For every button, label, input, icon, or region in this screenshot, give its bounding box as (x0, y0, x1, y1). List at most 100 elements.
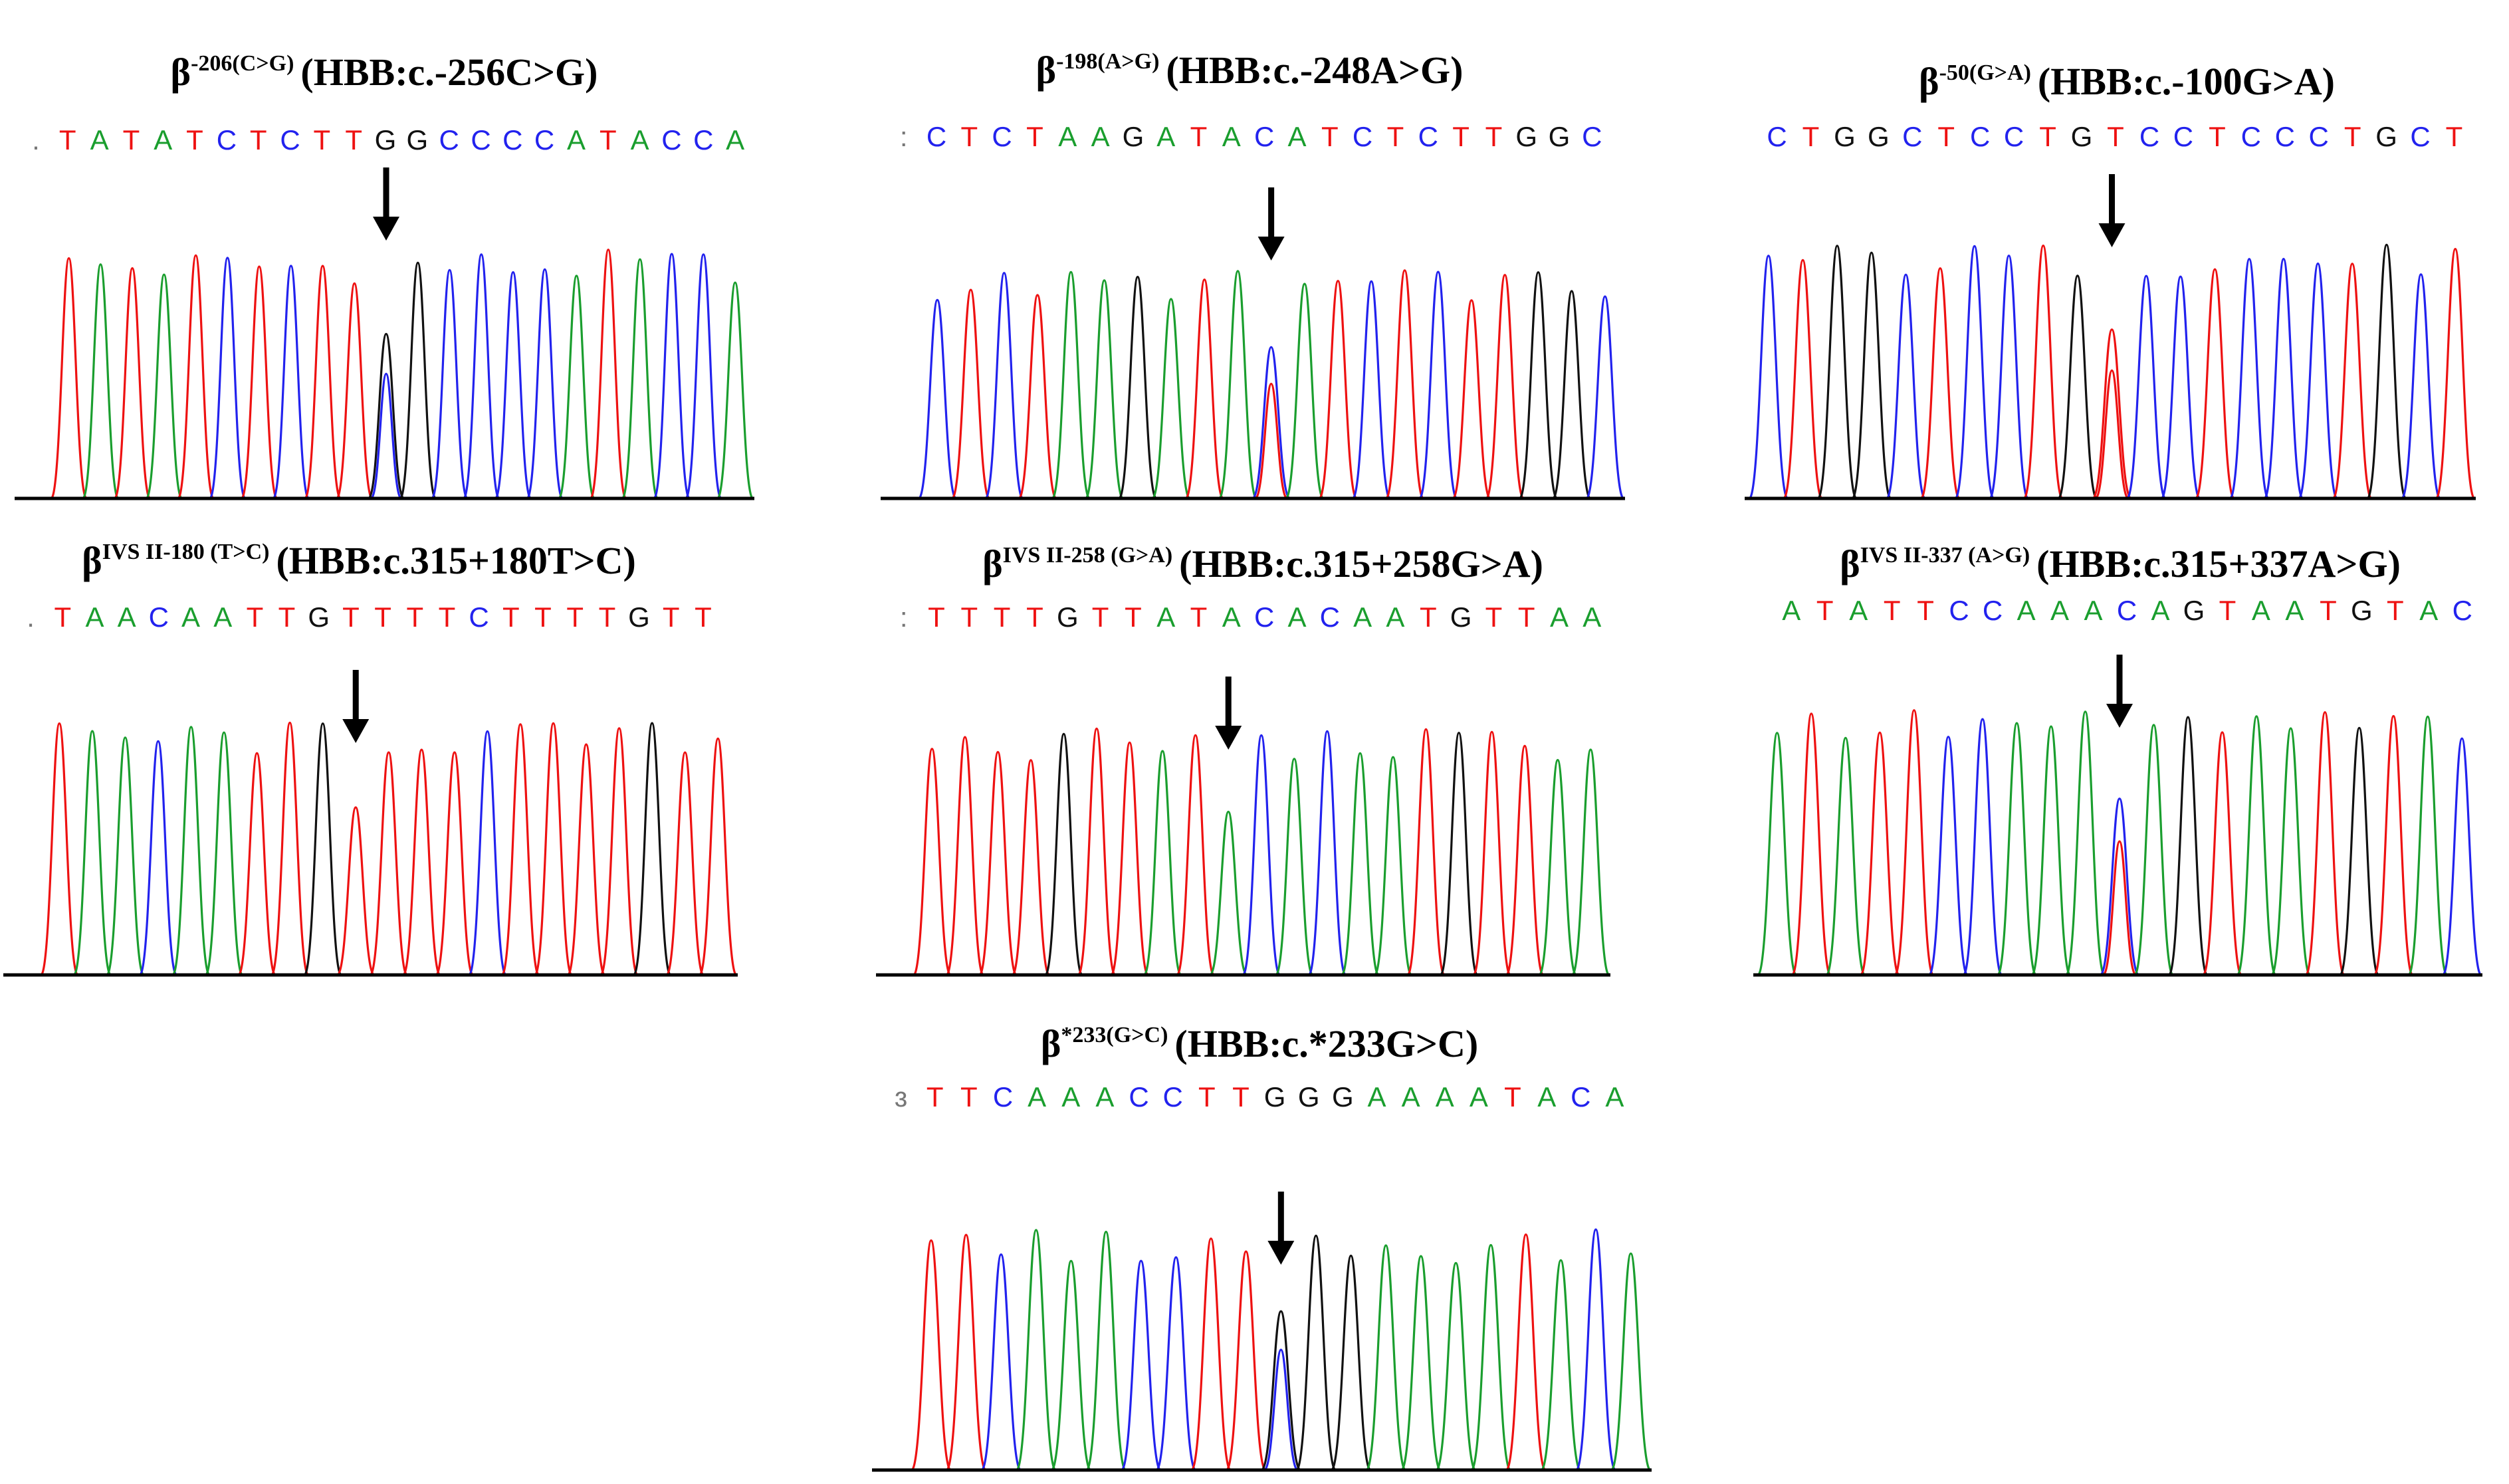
base-call: C (927, 121, 946, 152)
base-call: T (247, 601, 264, 633)
trace-peak (917, 298, 958, 500)
trace-peak (209, 257, 247, 500)
base-call: T (2219, 595, 2236, 626)
base-call: A (90, 124, 109, 156)
trace-peak (665, 751, 705, 976)
heterozygous-secondary-peak (2094, 369, 2129, 500)
trace-peak (2229, 258, 2270, 500)
base-call: T (1026, 601, 1043, 633)
base-call: A (1386, 601, 1404, 633)
trace-peak (304, 265, 342, 500)
base-call: T (960, 121, 978, 152)
base-call: C (1983, 595, 2003, 626)
trace-peaks (917, 269, 1625, 500)
chromatogram-panel: β*233(G>C) (HBB:c.*233G>C)ɜ T T C A A A C C T T G G G A… (872, 1022, 1652, 1472)
base-call: C (2241, 121, 2261, 152)
trace-peak (1295, 1234, 1337, 1471)
trace-peak (2263, 258, 2304, 500)
trace-peak (431, 268, 469, 500)
trace-peak (204, 731, 244, 976)
chromatogram-panel: β-198(A>G) (HBB:c.-248A>G): C T C T A A G A T A C A T C… (881, 49, 1625, 500)
base-call: A (567, 124, 586, 156)
trace-peak (1077, 727, 1117, 976)
trace-peak (984, 272, 1024, 500)
trace-peak (2126, 274, 2167, 500)
base-call: A (1156, 121, 1175, 152)
trace-peak (1225, 1250, 1267, 1471)
trace-peak (1748, 255, 1789, 500)
base-call: T (1937, 121, 1955, 152)
trace-peak (369, 751, 409, 976)
beta-symbol: β (1036, 49, 1057, 92)
base-call: T (1125, 601, 1142, 633)
base-call: T (186, 124, 203, 156)
trace-peak (1050, 1259, 1092, 1471)
trace-peak (468, 730, 507, 976)
base-call: G (1549, 121, 1571, 152)
trace-peak (1184, 278, 1224, 500)
base-call: A (1095, 1081, 1114, 1113)
trace-peak (1120, 1259, 1162, 1471)
hgvs-notation: (HBB:c.-100G>A) (2038, 60, 2335, 103)
trace-peak (138, 740, 178, 976)
base-call: C (502, 124, 522, 156)
base-call: A (1222, 601, 1241, 633)
base-call: G (375, 124, 397, 156)
beta-symbol: β (171, 51, 191, 94)
trace-peak (1400, 1255, 1442, 1471)
trace-peak (2441, 737, 2482, 976)
beta-symbol: β (82, 539, 102, 582)
base-call: C (1949, 595, 1969, 626)
base-call: C (2004, 121, 2024, 152)
base-call: C (1418, 121, 1438, 152)
base-call: G (2071, 121, 2093, 152)
trace-peak (1518, 271, 1559, 500)
trace-peak (558, 274, 596, 500)
base-call: T (960, 1081, 978, 1113)
trace-peak (303, 722, 342, 976)
trace-peak (1018, 294, 1057, 500)
trace-peak (950, 288, 991, 500)
base-call: C (149, 601, 169, 633)
mutation-peak (2099, 797, 2140, 976)
base-call: A (1222, 121, 1241, 152)
trace-peak (526, 268, 564, 500)
beta-symbol: β (1919, 60, 1939, 103)
base-call: G (1332, 1081, 1354, 1113)
trace-peak (1851, 251, 1892, 500)
base-call: C (471, 124, 491, 156)
trace-peak (1176, 734, 1215, 976)
base-call: A (1550, 601, 1569, 633)
panel-title: β-198(A>G) (HBB:c.-248A>G) (1036, 49, 1464, 92)
trace-peak (2160, 275, 2201, 500)
base-call: G (1264, 1081, 1286, 1113)
trace-peak (1011, 759, 1051, 976)
mutation-superscript: -198(A>G) (1056, 49, 1159, 74)
base-call: A (2017, 595, 2036, 626)
base-call: A (1436, 1081, 1454, 1113)
trace-peak (685, 253, 722, 500)
trace-peak (1989, 255, 2029, 500)
mutation-arrow-icon (2106, 655, 2133, 728)
base-call: G (2375, 121, 2397, 152)
trace-peak (2407, 715, 2449, 976)
trace-peak (978, 751, 1018, 976)
trace-peak (1472, 730, 1511, 976)
trace-peak (1190, 1237, 1232, 1471)
trace-peak (1540, 1259, 1582, 1471)
trace-peak (1783, 259, 1823, 500)
base-call: C (693, 124, 713, 156)
trace-peak (534, 722, 573, 976)
trace-peak (1118, 276, 1158, 500)
base-call: T (600, 124, 617, 156)
mutation-superscript: -50(G>A) (1939, 60, 2031, 85)
trace-peak (402, 748, 441, 976)
base-call: A (2419, 595, 2438, 626)
base-call: T (2446, 121, 2463, 152)
trace-peak (1610, 1252, 1652, 1471)
base-call: T (1802, 121, 1820, 152)
trace-peak (2339, 726, 2380, 976)
trace-peak (653, 253, 691, 500)
